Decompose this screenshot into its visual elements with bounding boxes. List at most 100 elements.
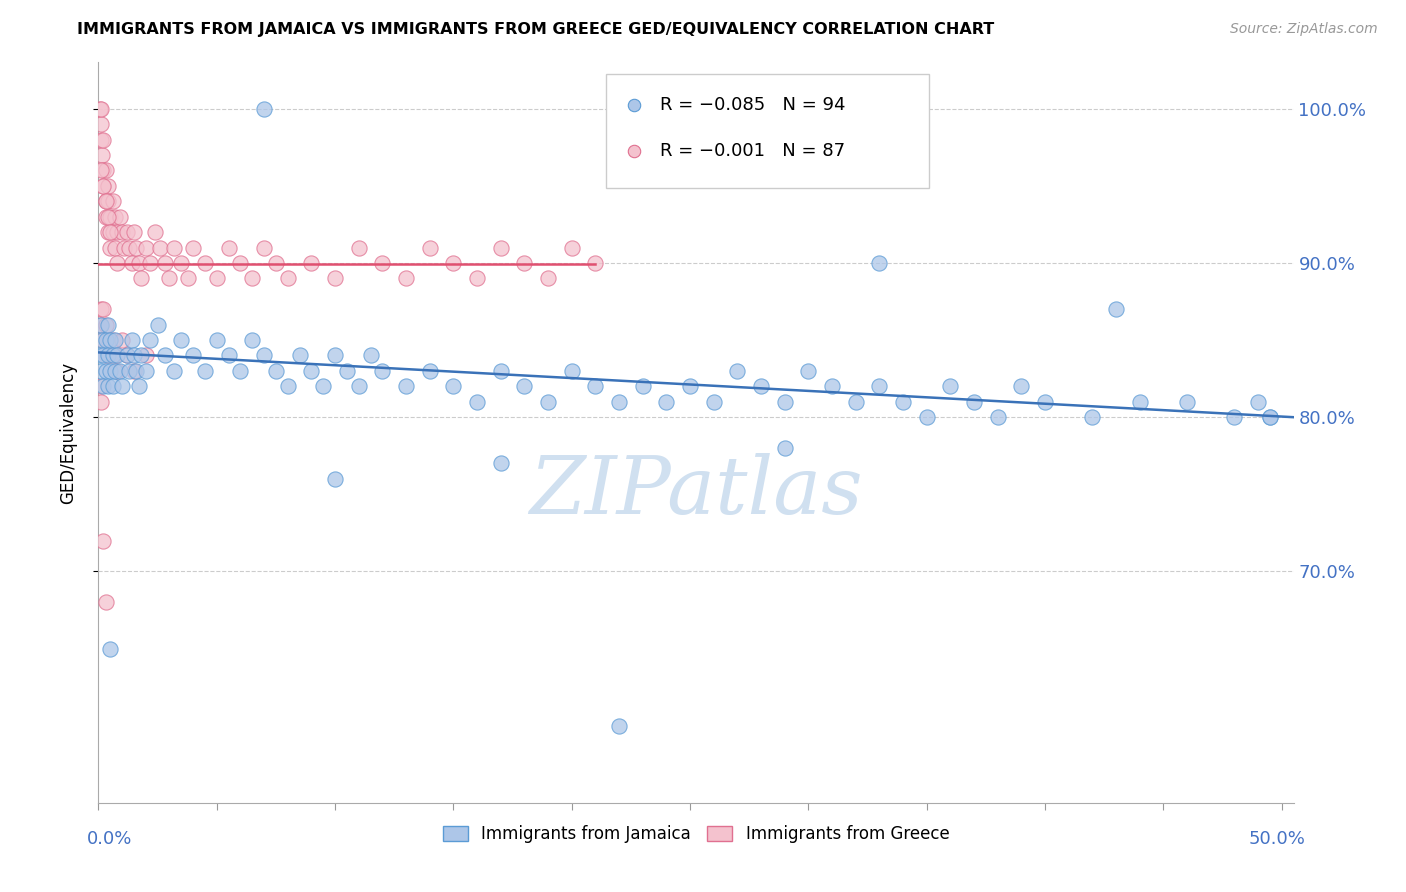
Point (90, 163, 112, 178)
Point (101, 349, 124, 363)
Point (91, 333, 114, 347)
Point (128, 379, 150, 393)
Point (537, 271, 560, 285)
Point (98, 364, 121, 378)
Point (118, 240, 141, 254)
Point (97, 178, 120, 193)
Point (104, 210, 127, 224)
Point (1081, 410, 1104, 425)
Point (153, 256, 176, 270)
Point (163, 240, 186, 254)
Point (98, 349, 121, 363)
Point (97, 349, 120, 363)
Point (94, 349, 117, 363)
Point (218, 349, 240, 363)
Point (139, 256, 162, 270)
Point (97, 194, 120, 209)
Point (229, 364, 252, 378)
Point (90, 364, 112, 378)
Point (845, 394, 868, 409)
Text: IMMIGRANTS FROM JAMAICA VS IMMIGRANTS FROM GREECE GED/EQUIVALENCY CORRELATION CH: IMMIGRANTS FROM JAMAICA VS IMMIGRANTS FR… (77, 22, 994, 37)
Point (513, 256, 536, 270)
Point (115, 349, 138, 363)
Point (441, 256, 464, 270)
Point (939, 379, 962, 393)
Point (90, 102, 112, 116)
Point (105, 349, 128, 363)
Point (253, 102, 276, 116)
Point (323, 472, 346, 486)
Point (89, 349, 111, 363)
Point (1010, 379, 1032, 393)
Point (181, 349, 204, 363)
Point (229, 256, 252, 270)
Point (98, 210, 121, 224)
Point (987, 410, 1010, 425)
Point (101, 333, 124, 347)
Text: R = −0.001   N = 87: R = −0.001 N = 87 (661, 143, 845, 161)
Point (1247, 394, 1270, 409)
Point (513, 379, 536, 393)
Point (561, 364, 583, 378)
Point (94, 163, 117, 178)
Point (441, 379, 464, 393)
Point (128, 256, 150, 270)
Point (181, 240, 204, 254)
Point (104, 364, 127, 378)
Point (679, 379, 702, 393)
Text: Source: ZipAtlas.com: Source: ZipAtlas.com (1230, 22, 1378, 37)
Point (465, 271, 488, 285)
Point (98, 641, 121, 656)
Point (129, 271, 152, 285)
Point (115, 349, 138, 363)
Point (253, 240, 276, 254)
Point (489, 364, 512, 378)
Point (94, 333, 117, 347)
Point (537, 394, 560, 409)
Point (149, 240, 172, 254)
Point (90, 379, 112, 393)
Point (105, 225, 128, 239)
Point (129, 349, 152, 363)
Point (312, 379, 335, 393)
Point (105, 256, 128, 270)
Point (773, 394, 796, 409)
Point (323, 349, 346, 363)
Point (94, 364, 117, 378)
Point (218, 240, 240, 254)
Point (336, 364, 359, 378)
Point (111, 379, 134, 393)
Point (111, 225, 134, 239)
Point (122, 364, 145, 378)
Point (91, 349, 114, 363)
Point (121, 256, 143, 270)
Point (299, 364, 322, 378)
Point (264, 364, 287, 378)
Point (94, 318, 117, 332)
Point (277, 379, 299, 393)
Point (583, 256, 606, 270)
Point (91, 379, 114, 393)
Point (915, 410, 938, 425)
Point (98, 333, 121, 347)
Point (91, 533, 114, 548)
Point (111, 333, 134, 347)
Point (139, 333, 162, 347)
Point (97, 225, 120, 239)
Point (631, 379, 654, 393)
Point (253, 349, 276, 363)
Point (465, 394, 488, 409)
Point (90, 132, 112, 146)
Point (90, 318, 112, 332)
Point (655, 394, 678, 409)
Point (797, 364, 820, 378)
Point (98, 225, 121, 239)
Point (108, 210, 131, 224)
Point (97, 333, 120, 347)
Text: R = −0.085   N = 94: R = −0.085 N = 94 (661, 96, 845, 114)
Point (101, 225, 124, 239)
Point (277, 271, 299, 285)
Point (891, 394, 914, 409)
Point (1129, 394, 1152, 409)
Point (105, 364, 128, 378)
